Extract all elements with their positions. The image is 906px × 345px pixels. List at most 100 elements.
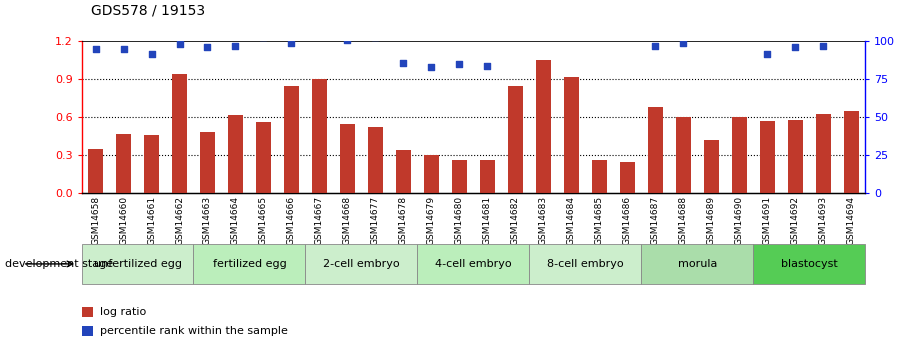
Text: GDS578 / 19153: GDS578 / 19153 bbox=[91, 3, 205, 17]
Bar bbox=[396, 150, 411, 193]
Text: log ratio: log ratio bbox=[100, 307, 146, 317]
Point bbox=[284, 40, 299, 46]
Point bbox=[648, 43, 662, 49]
Bar bbox=[284, 86, 299, 193]
Text: GSM14663: GSM14663 bbox=[203, 196, 212, 245]
Bar bbox=[312, 79, 327, 193]
Text: 2-cell embryo: 2-cell embryo bbox=[323, 259, 400, 269]
Bar bbox=[424, 155, 439, 193]
Point bbox=[536, 23, 551, 29]
Text: GSM14684: GSM14684 bbox=[567, 196, 576, 245]
Text: GSM14680: GSM14680 bbox=[455, 196, 464, 245]
Bar bbox=[116, 134, 131, 193]
Bar bbox=[592, 160, 607, 193]
Point bbox=[816, 43, 831, 49]
Text: GSM14678: GSM14678 bbox=[399, 196, 408, 245]
Bar bbox=[88, 149, 103, 193]
Text: GSM14691: GSM14691 bbox=[763, 196, 772, 245]
Text: GSM14668: GSM14668 bbox=[343, 196, 352, 245]
Text: GSM14692: GSM14692 bbox=[791, 196, 800, 245]
Point bbox=[844, 25, 859, 30]
Bar bbox=[759, 121, 775, 193]
Text: 8-cell embryo: 8-cell embryo bbox=[547, 259, 623, 269]
Point bbox=[144, 51, 159, 56]
FancyBboxPatch shape bbox=[194, 244, 305, 284]
Text: GSM14664: GSM14664 bbox=[231, 196, 240, 245]
Bar bbox=[227, 115, 243, 193]
Bar bbox=[340, 124, 355, 193]
Bar bbox=[82, 307, 92, 317]
Text: percentile rank within the sample: percentile rank within the sample bbox=[100, 326, 287, 336]
Point bbox=[760, 51, 775, 56]
FancyBboxPatch shape bbox=[82, 244, 194, 284]
Bar bbox=[200, 132, 216, 193]
Point bbox=[172, 42, 187, 47]
Point bbox=[200, 45, 215, 50]
Text: GSM14666: GSM14666 bbox=[287, 196, 296, 245]
Bar bbox=[535, 60, 551, 193]
FancyBboxPatch shape bbox=[305, 244, 418, 284]
Bar bbox=[731, 117, 747, 193]
Text: GSM14694: GSM14694 bbox=[847, 196, 856, 245]
Text: GSM14658: GSM14658 bbox=[91, 196, 100, 245]
Point bbox=[564, 23, 579, 29]
Text: GSM14685: GSM14685 bbox=[595, 196, 603, 245]
Point bbox=[228, 43, 243, 49]
Bar bbox=[507, 86, 523, 193]
Bar bbox=[564, 77, 579, 193]
Text: unfertilized egg: unfertilized egg bbox=[93, 259, 181, 269]
Text: GSM14686: GSM14686 bbox=[622, 196, 631, 245]
Text: GSM14667: GSM14667 bbox=[315, 196, 324, 245]
Text: GSM14687: GSM14687 bbox=[651, 196, 660, 245]
Text: GSM14662: GSM14662 bbox=[175, 196, 184, 245]
Point bbox=[88, 46, 102, 52]
Bar bbox=[452, 160, 467, 193]
Text: GSM14683: GSM14683 bbox=[539, 196, 548, 245]
Point bbox=[732, 28, 747, 33]
Text: GSM14682: GSM14682 bbox=[511, 196, 520, 245]
Text: fertilized egg: fertilized egg bbox=[213, 259, 286, 269]
Bar bbox=[368, 127, 383, 193]
Point bbox=[396, 60, 410, 66]
Point bbox=[424, 65, 439, 70]
Bar bbox=[676, 117, 691, 193]
Bar bbox=[82, 326, 92, 336]
Point bbox=[620, 28, 634, 33]
Bar bbox=[479, 160, 495, 193]
FancyBboxPatch shape bbox=[529, 244, 641, 284]
Point bbox=[480, 63, 495, 68]
Point bbox=[593, 25, 607, 30]
Bar bbox=[815, 114, 831, 193]
Bar bbox=[172, 74, 188, 193]
Text: GSM14679: GSM14679 bbox=[427, 196, 436, 245]
Text: GSM14677: GSM14677 bbox=[371, 196, 380, 245]
FancyBboxPatch shape bbox=[641, 244, 753, 284]
Point bbox=[452, 61, 467, 67]
Bar bbox=[144, 135, 159, 193]
Text: morula: morula bbox=[678, 259, 717, 269]
FancyBboxPatch shape bbox=[418, 244, 529, 284]
Text: development stage: development stage bbox=[5, 259, 112, 269]
Text: blastocyst: blastocyst bbox=[781, 259, 838, 269]
Text: GSM14688: GSM14688 bbox=[679, 196, 688, 245]
Point bbox=[368, 34, 382, 40]
Point bbox=[788, 45, 803, 50]
Text: GSM14681: GSM14681 bbox=[483, 196, 492, 245]
Point bbox=[116, 46, 130, 52]
Text: GSM14665: GSM14665 bbox=[259, 196, 268, 245]
Bar bbox=[255, 122, 271, 193]
Text: GSM14661: GSM14661 bbox=[147, 196, 156, 245]
Point bbox=[256, 34, 271, 40]
Point bbox=[313, 30, 327, 35]
Text: GSM14689: GSM14689 bbox=[707, 196, 716, 245]
Point bbox=[508, 25, 523, 30]
Bar bbox=[648, 107, 663, 193]
Bar bbox=[787, 120, 803, 193]
Bar bbox=[620, 161, 635, 193]
Point bbox=[704, 28, 718, 33]
Text: GSM14690: GSM14690 bbox=[735, 196, 744, 245]
Text: GSM14693: GSM14693 bbox=[819, 196, 828, 245]
Text: 4-cell embryo: 4-cell embryo bbox=[435, 259, 512, 269]
Point bbox=[340, 37, 354, 43]
FancyBboxPatch shape bbox=[753, 244, 865, 284]
